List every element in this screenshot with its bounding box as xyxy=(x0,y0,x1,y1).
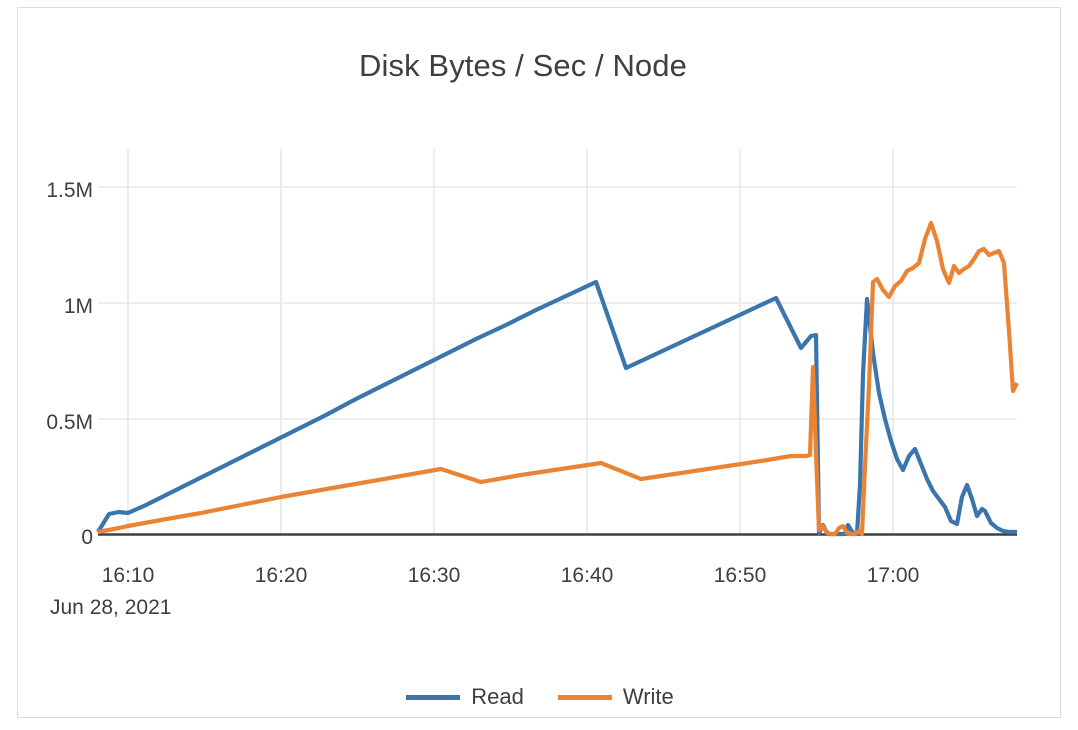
y-tick-label-500k: 0.5M xyxy=(46,411,93,434)
chart-plot-area xyxy=(96,149,1019,537)
chart-legend: Read Write xyxy=(18,684,1060,710)
legend-swatch-read-icon xyxy=(406,694,461,700)
series-line-read xyxy=(96,279,1017,537)
legend-label-write: Write xyxy=(622,684,674,709)
series-line-write xyxy=(97,220,1019,537)
x-tick-label-1640: 16:40 xyxy=(560,564,614,587)
x-tick-label-1630: 16:30 xyxy=(407,564,461,587)
chart-card: Disk Bytes / Sec / Node 1.5M 1M 0.5M 0 1… xyxy=(17,7,1061,718)
gridlines xyxy=(98,149,1017,534)
legend-item-read[interactable]: Read xyxy=(406,684,524,710)
legend-label-read: Read xyxy=(471,684,524,709)
x-tick-label-1700: 17:00 xyxy=(866,564,920,587)
x-tick-label-1650: 16:50 xyxy=(713,564,767,587)
x-tick-label-1620: 16:20 xyxy=(254,564,308,587)
legend-item-write[interactable]: Write xyxy=(557,684,674,710)
y-tick-label-1500k: 1.5M xyxy=(46,179,93,202)
page-title: Disk Bytes / Sec / Node xyxy=(359,48,687,83)
x-axis-caption: Jun 28, 2021 xyxy=(50,596,172,619)
x-tick-label-1610: 16:10 xyxy=(101,564,155,587)
y-tick-label-1000k: 1M xyxy=(63,295,93,318)
y-tick-label-0: 0 xyxy=(81,526,93,549)
legend-swatch-write-icon xyxy=(557,694,612,700)
